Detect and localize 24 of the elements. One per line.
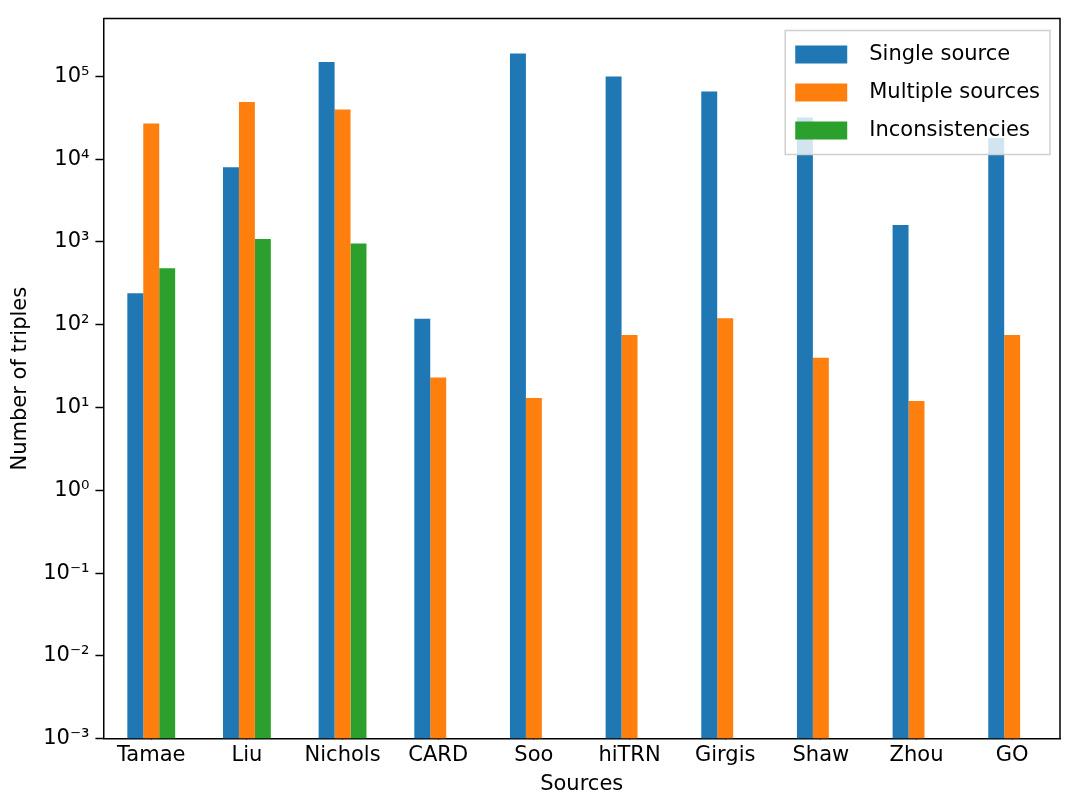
y-tick-label: 10⁰ [54,476,90,501]
x-tick-label: GO [995,741,1029,766]
legend-label: Single source [869,41,1011,66]
x-tick-label: Zhou [889,741,944,766]
legend-label: Inconsistencies [869,117,1030,142]
y-tick-label: 10⁵ [54,62,90,87]
x-tick-label: Girgis [694,741,756,766]
x-tick-label: Soo [514,741,554,766]
x-tick-label: Shaw [792,741,850,766]
x-tick-label: hiTRN [598,741,661,766]
x-tick-label: Nichols [304,741,381,766]
legend-label: Multiple sources [869,79,1041,104]
y-tick-label: 10² [54,311,90,336]
y-tick-label: 10⁻³ [43,725,90,750]
x-tick-label: Liu [231,741,263,766]
y-axis-title: Number of triples [7,286,32,471]
y-tick-label: 10⁴ [54,145,90,170]
x-tick-label: CARD [408,741,469,766]
y-tick-label: 10⁻¹ [43,559,90,584]
y-tick-label: 10⁻² [43,642,90,667]
x-axis-title: Sources [540,770,624,795]
y-tick-label: 10¹ [54,393,90,418]
x-tick-label: Tamae [116,741,186,766]
y-tick-label: 10³ [54,228,90,253]
